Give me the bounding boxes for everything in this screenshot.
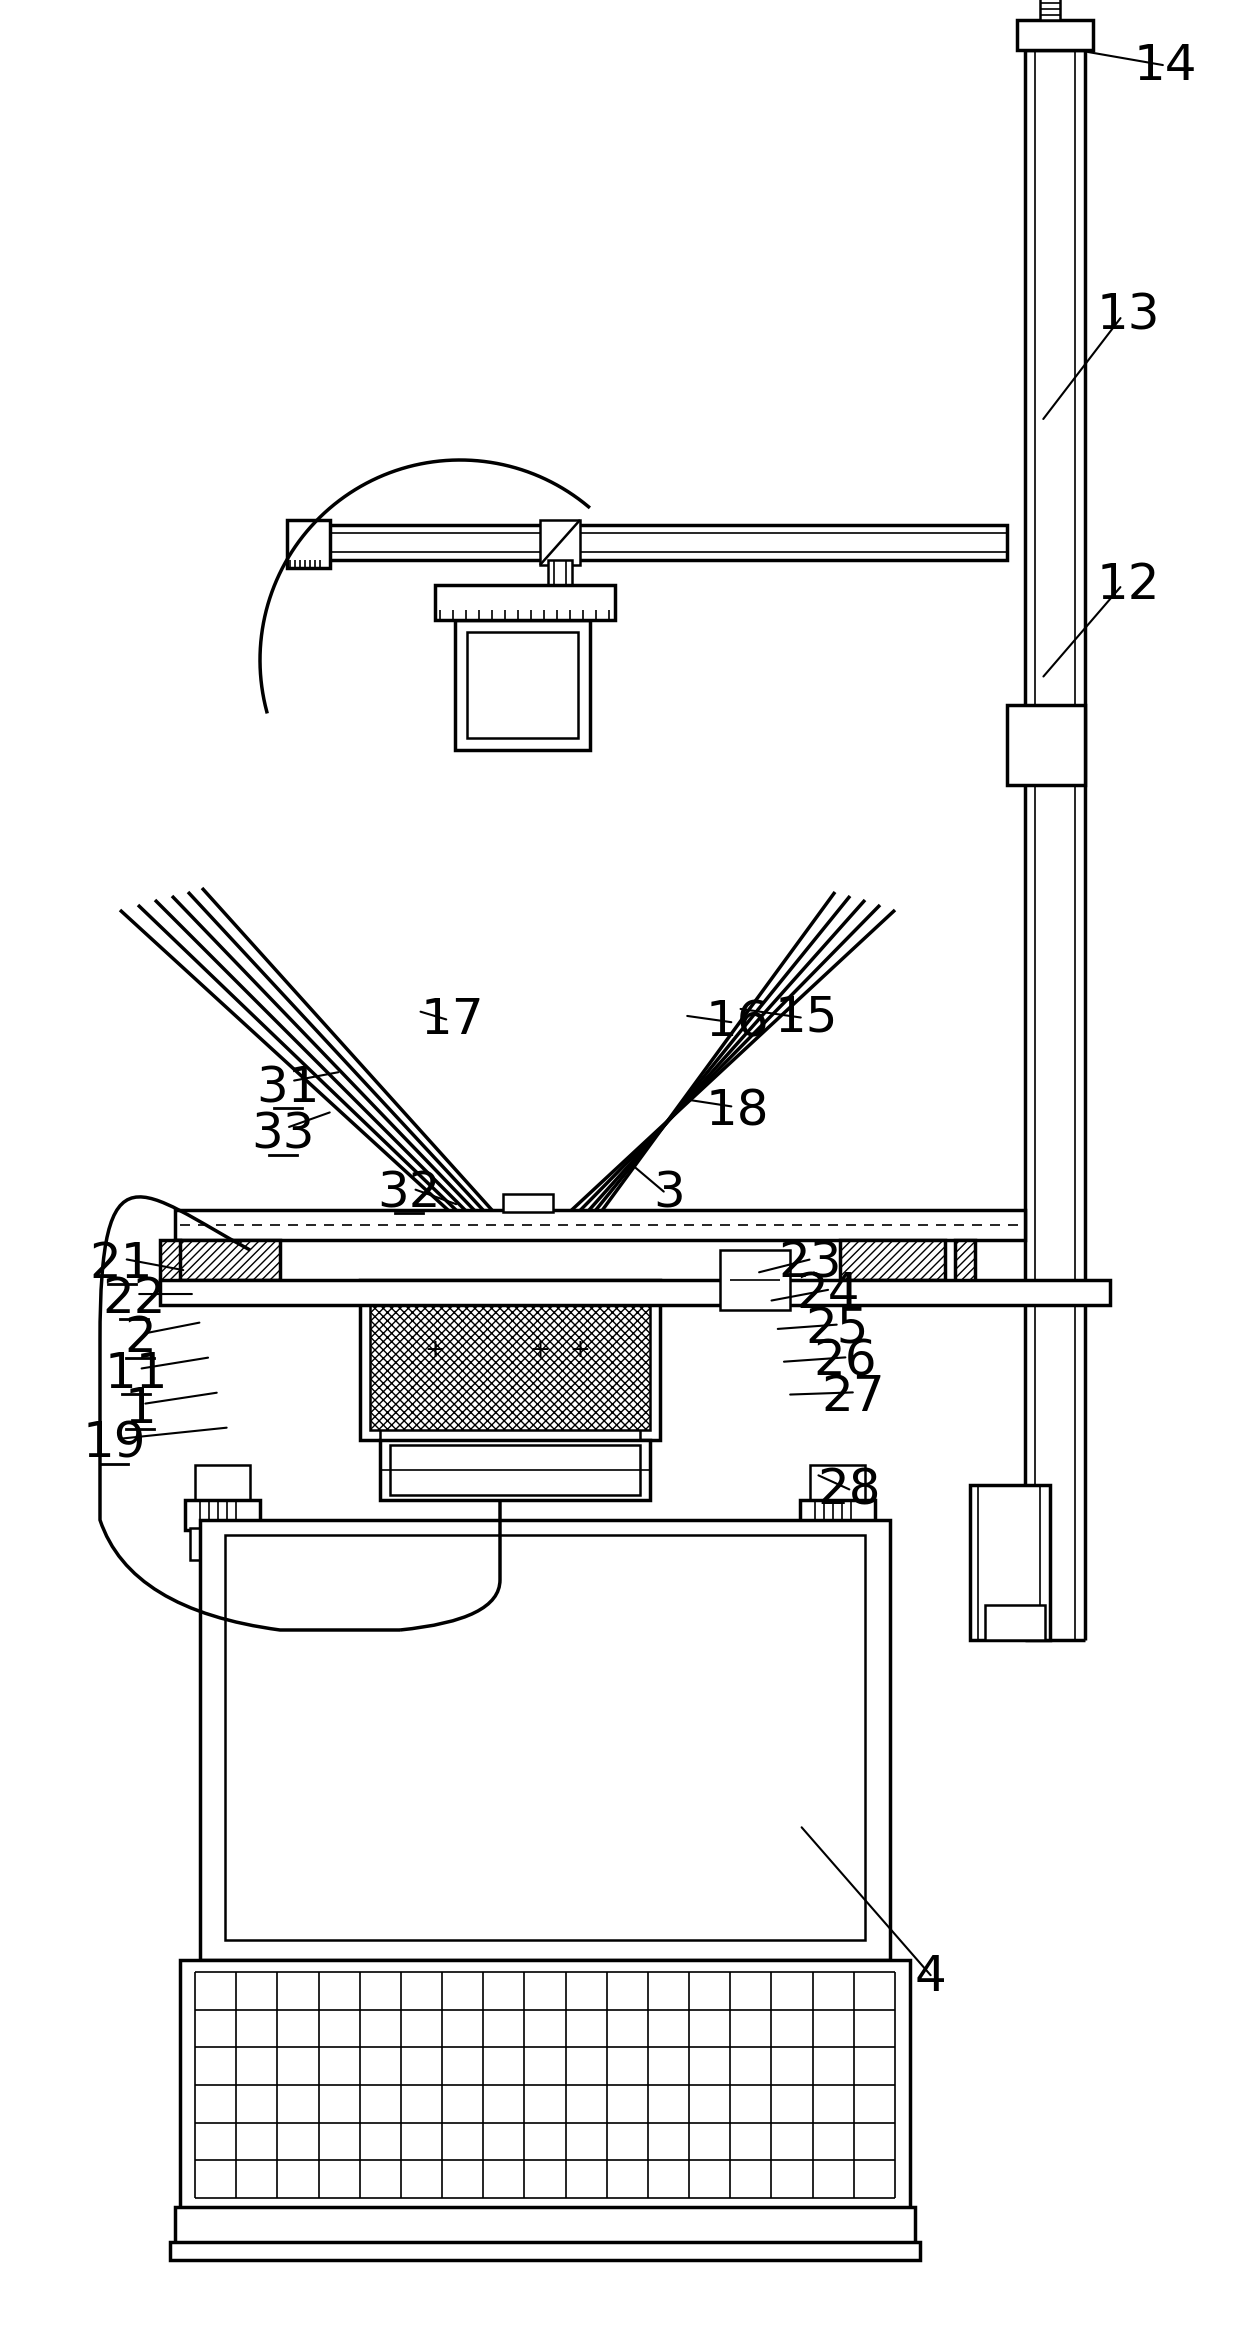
- Bar: [370, 1289, 650, 1430]
- Bar: [503, 1193, 553, 1212]
- Bar: [360, 1280, 660, 1439]
- Bar: [180, 1961, 910, 2209]
- Text: 24: 24: [796, 1271, 861, 1317]
- Text: 13: 13: [1096, 292, 1161, 339]
- Bar: [290, 524, 1007, 559]
- Bar: [185, 1500, 260, 1530]
- Text: 26: 26: [813, 1338, 878, 1385]
- Text: 1: 1: [124, 1385, 156, 1432]
- Bar: [175, 2207, 915, 2244]
- Bar: [720, 1250, 790, 1310]
- Bar: [200, 1521, 890, 1961]
- Text: 18: 18: [706, 1088, 770, 1135]
- Text: 2: 2: [124, 1315, 156, 1362]
- Text: 4: 4: [914, 1954, 946, 2001]
- Bar: [379, 1439, 650, 1500]
- Bar: [805, 1528, 870, 1561]
- Text: 17: 17: [420, 997, 485, 1044]
- Text: 21: 21: [89, 1240, 154, 1287]
- Bar: [539, 519, 580, 564]
- Text: 15: 15: [774, 994, 838, 1041]
- Bar: [190, 1528, 255, 1561]
- Bar: [195, 1465, 250, 1500]
- Bar: [379, 1280, 640, 1439]
- Text: +: +: [569, 1338, 590, 1362]
- Text: 33: 33: [250, 1112, 315, 1158]
- Bar: [985, 1605, 1045, 1640]
- Text: +: +: [424, 1338, 445, 1362]
- Bar: [1007, 704, 1085, 784]
- Text: 14: 14: [1133, 42, 1198, 89]
- Bar: [800, 1500, 875, 1530]
- Bar: [810, 1465, 866, 1500]
- Text: 28: 28: [817, 1467, 882, 1514]
- Bar: [391, 1446, 640, 1495]
- Bar: [1040, 0, 1060, 21]
- Bar: [548, 559, 572, 739]
- Text: 16: 16: [706, 999, 770, 1046]
- Text: 31: 31: [255, 1065, 320, 1112]
- Text: 32: 32: [377, 1170, 441, 1217]
- Bar: [839, 1240, 945, 1280]
- Text: 19: 19: [82, 1420, 146, 1467]
- Bar: [286, 519, 330, 569]
- Text: 27: 27: [821, 1374, 885, 1420]
- Text: 3: 3: [653, 1170, 686, 1217]
- Bar: [160, 1280, 1110, 1306]
- Bar: [160, 1240, 180, 1282]
- Bar: [435, 585, 615, 620]
- Bar: [467, 632, 578, 737]
- Text: +: +: [529, 1338, 551, 1362]
- Bar: [410, 1610, 500, 1645]
- Text: 23: 23: [777, 1240, 842, 1287]
- Text: 12: 12: [1096, 562, 1161, 608]
- Text: 22: 22: [102, 1275, 166, 1322]
- Bar: [175, 1240, 280, 1280]
- Bar: [1017, 21, 1092, 49]
- Bar: [170, 2242, 920, 2260]
- Bar: [224, 1535, 866, 1940]
- Bar: [955, 1240, 975, 1282]
- Bar: [970, 1486, 1050, 1640]
- Text: 11: 11: [104, 1350, 169, 1397]
- Bar: [455, 620, 590, 751]
- Bar: [175, 1210, 1025, 1240]
- Text: 25: 25: [805, 1306, 869, 1353]
